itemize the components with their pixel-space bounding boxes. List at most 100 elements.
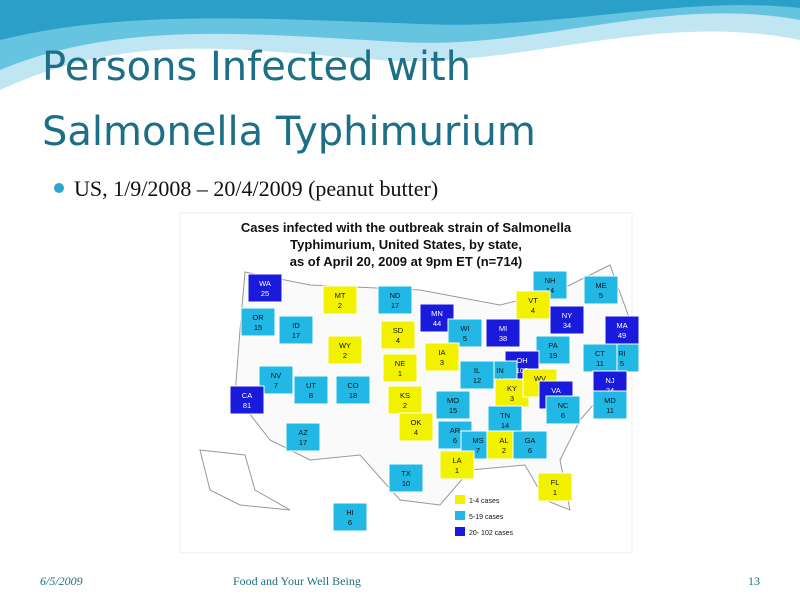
- state-name: HI: [346, 508, 354, 517]
- page-number: 13: [748, 574, 760, 588]
- state: [247, 273, 283, 303]
- state-name: KY: [507, 384, 517, 393]
- state-name: OH: [516, 356, 527, 365]
- state-name: MI: [499, 324, 507, 333]
- state-cases: 4: [414, 428, 418, 437]
- state-cases: 8: [309, 391, 313, 400]
- state-cases: 44: [433, 319, 441, 328]
- state-cases: 10: [402, 479, 410, 488]
- state-cases: 38: [499, 334, 507, 343]
- state: [327, 335, 363, 365]
- bullet-text: US, 1/9/2008 – 20/4/2009 (peanut butter): [74, 176, 438, 201]
- state: [459, 360, 495, 390]
- state-cases: 15: [449, 406, 457, 415]
- state-name: MO: [447, 396, 459, 405]
- state-name: IL: [474, 366, 480, 375]
- state-name: WV: [534, 374, 546, 383]
- legend-label: 5-19 cases: [469, 514, 504, 521]
- state-cases: 6: [348, 518, 352, 527]
- state-name: FL: [551, 478, 560, 487]
- state-name: ND: [390, 291, 401, 300]
- state: [424, 342, 460, 372]
- state-cases: 12: [473, 376, 481, 385]
- title-line: Persons Infected with: [42, 44, 471, 90]
- state-cases: 17: [292, 331, 300, 340]
- legend-swatch: [455, 527, 465, 536]
- state: [322, 285, 358, 315]
- state: [387, 385, 423, 415]
- state: [485, 318, 521, 348]
- state: [335, 375, 371, 405]
- state-name: NE: [395, 359, 405, 368]
- state: [435, 390, 471, 420]
- state-cases: 4: [531, 306, 535, 315]
- state-name: NY: [562, 311, 572, 320]
- state-cases: 3: [510, 394, 514, 403]
- state-name: OK: [411, 418, 422, 427]
- state-name: LA: [452, 456, 461, 465]
- state: [535, 335, 571, 365]
- state: [583, 275, 619, 305]
- state: [487, 405, 523, 435]
- state-cases: 3: [440, 358, 444, 367]
- state-cases: 6: [561, 411, 565, 420]
- legend-label: 1-4 cases: [469, 498, 500, 505]
- state-cases: 7: [274, 381, 278, 390]
- state-cases: 102: [516, 366, 529, 375]
- state: [592, 390, 628, 420]
- state-cases: 11: [596, 359, 604, 368]
- state-name: KS: [400, 391, 410, 400]
- state-cases: 6: [453, 436, 457, 445]
- state-cases: 2: [343, 351, 347, 360]
- state-cases: 18: [349, 391, 357, 400]
- state-name: MA: [616, 321, 627, 330]
- state-name: NC: [558, 401, 569, 410]
- state: [285, 422, 321, 452]
- state-name: SD: [393, 326, 404, 335]
- map-title: as of April 20, 2009 at 9pm ET (n=714): [290, 254, 523, 269]
- state-name: GA: [525, 436, 536, 445]
- state: [537, 472, 573, 502]
- footer-date: 6/5/2009: [40, 574, 83, 588]
- state-name: AR: [450, 426, 461, 435]
- state-name: ID: [292, 321, 300, 330]
- alaska-outline: [199, 449, 291, 511]
- legend-label: 20- 102 cases: [469, 530, 513, 537]
- state-cases: 25: [261, 289, 269, 298]
- state-cases: 2: [338, 301, 342, 310]
- state-name: NH: [545, 276, 556, 285]
- state-name: AL: [499, 436, 508, 445]
- state: [439, 450, 475, 480]
- states: WA25OR15ID17MT2ND17MN44WI5MI38NY34ME5NH1…: [229, 270, 640, 532]
- state-name: CO: [347, 381, 358, 390]
- state: [604, 315, 640, 345]
- state: [582, 343, 618, 373]
- map-title: Typhimurium, United States, by state,: [290, 237, 522, 252]
- state: [258, 365, 294, 395]
- state-name: CA: [242, 391, 252, 400]
- state: [377, 285, 413, 315]
- state-cases: 17: [299, 438, 307, 447]
- state-cases: 14: [501, 421, 509, 430]
- state-cases: 2: [403, 401, 407, 410]
- state-name: WI: [460, 324, 469, 333]
- state-name: NV: [271, 371, 281, 380]
- state: [229, 385, 265, 415]
- footer-text: Food and Your Well Being: [233, 574, 361, 588]
- state-cases: 7: [476, 446, 480, 455]
- state-name: VT: [528, 296, 538, 305]
- state: [278, 315, 314, 345]
- state-name: IN: [496, 366, 504, 375]
- state-cases: 17: [391, 301, 399, 310]
- state-cases: 6: [528, 446, 532, 455]
- state-cases: 15: [254, 323, 262, 332]
- state-cases: 4: [396, 336, 400, 345]
- state-name: MD: [604, 396, 616, 405]
- state-cases: 81: [243, 401, 251, 410]
- state: [293, 375, 329, 405]
- state-name: NJ: [605, 376, 614, 385]
- state-cases: 11: [606, 406, 614, 415]
- bullet-dot: [54, 183, 64, 193]
- state: [382, 353, 418, 383]
